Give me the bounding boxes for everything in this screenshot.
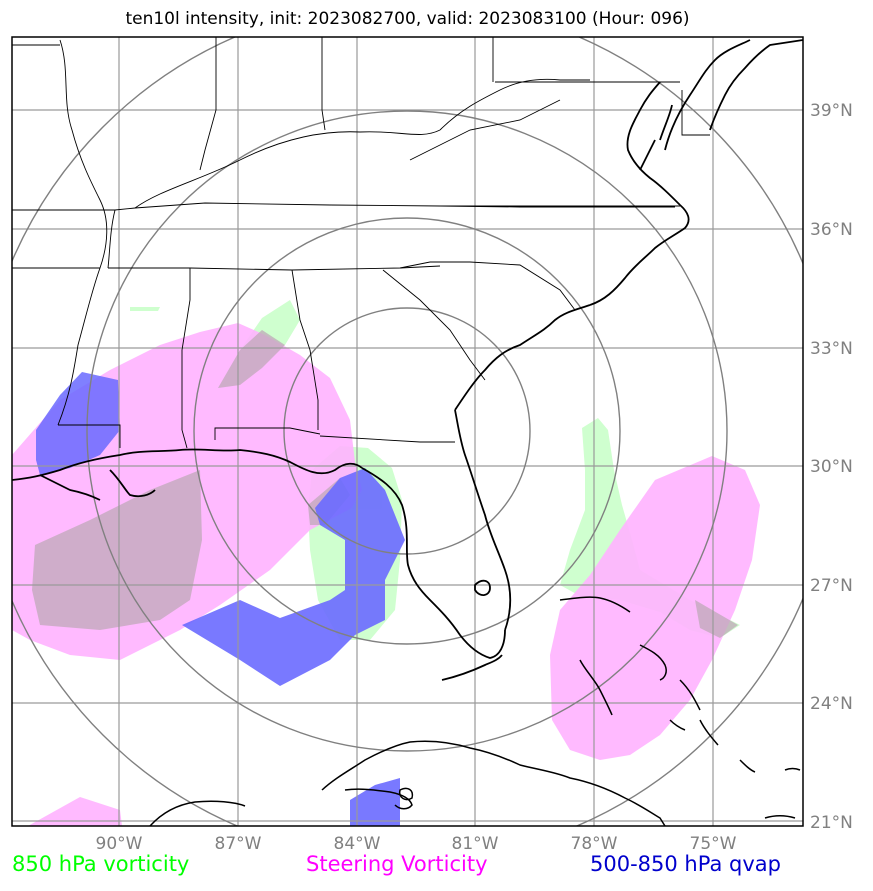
border-ms-river (57, 39, 108, 426)
bahamas-2 (579, 659, 613, 716)
lat-label-27n: 27°N (810, 576, 853, 596)
lat-label-24n: 24°N (810, 694, 853, 714)
lat-label-36n: 36°N (810, 220, 853, 240)
legend-qvap: 500-850 hPa qvap (590, 852, 781, 876)
map-frame (11, 36, 804, 827)
lon-label-90w: 90°W (96, 834, 143, 854)
bahamas-1 (559, 596, 631, 613)
coast-nc (589, 204, 690, 306)
coast-gulf-north (12, 448, 363, 481)
hispaniola-edge (764, 767, 801, 819)
steering-vorticity-region-south (28, 797, 122, 826)
lon-label-75w: 75°W (690, 834, 737, 854)
range-ring-middle (193, 217, 621, 645)
bahamas-4 (679, 679, 719, 746)
coast-keys (441, 654, 503, 681)
overlap-region-georgia (218, 330, 285, 388)
border-ga-sc (382, 269, 486, 381)
lat-label-39n: 39°N (810, 101, 853, 121)
border-ga-fl (319, 435, 455, 443)
coast-nj (709, 39, 803, 131)
border-oh-wv (439, 78, 590, 131)
border-il-in (199, 37, 217, 171)
qvap-region-alabama (36, 372, 120, 475)
border-tn-north (12, 202, 675, 211)
state-borders (12, 37, 710, 449)
lon-label-81w: 81°W (452, 834, 499, 854)
border-ky-north (134, 129, 441, 209)
range-rings (12, 37, 803, 826)
lon-label-84w: 84°W (334, 834, 381, 854)
border-ms-al (181, 268, 191, 449)
cuba-outline (321, 740, 666, 826)
vorticity-850-region-small (130, 307, 160, 311)
coast-georgia-sc (454, 304, 591, 411)
isla-juventud (398, 787, 414, 801)
cuba-caribbean (149, 596, 801, 826)
bahamas-3 (639, 644, 667, 681)
bahamas-5 (669, 719, 756, 773)
coast-florida-west (361, 467, 506, 659)
border-in-oh (321, 37, 326, 131)
coast-md-chesapeake (639, 104, 673, 171)
legend-steering-vorticity: Steering Vorticity (306, 852, 488, 876)
lon-label-87w: 87°W (215, 834, 262, 854)
legend-850-vorticity: 850 hPa vorticity (12, 852, 190, 876)
cuba-south (344, 788, 413, 810)
lon-labels: 90°W 87°W 84°W 81°W 78°W 75°W (96, 834, 737, 854)
coast-florida-east (454, 409, 512, 631)
border-al-fl (214, 427, 321, 440)
lon-label-78w: 78°W (571, 834, 618, 854)
coastlines (12, 39, 803, 681)
coast-va-md (626, 39, 751, 206)
border-md-de (681, 90, 710, 136)
border-la-ms (58, 424, 121, 448)
border-nc-sc (399, 261, 576, 311)
lat-label-30n: 30°N (810, 457, 853, 477)
border-mo-ar (12, 44, 116, 269)
coast-la-delta (39, 469, 156, 501)
lat-label-33n: 33°N (810, 339, 853, 359)
map-title: ten10l intensity, init: 2023082700, vali… (125, 9, 690, 29)
lat-label-21n: 21°N (810, 813, 853, 833)
lat-labels: 39°N 36°N 33°N 30°N 27°N 24°N 21°N (810, 101, 853, 833)
range-ring-outer (86, 110, 728, 752)
coast-lake-okeechobee (474, 579, 491, 596)
border-al-ga (291, 269, 319, 430)
qvap-region-cuba (350, 778, 400, 826)
overlap-region-atlantic (695, 600, 738, 638)
map-area (12, 37, 803, 826)
gridlines (12, 37, 803, 826)
overlap-region-west (32, 470, 202, 630)
border-wv-va (409, 99, 561, 161)
yucatan-coast (149, 800, 246, 826)
